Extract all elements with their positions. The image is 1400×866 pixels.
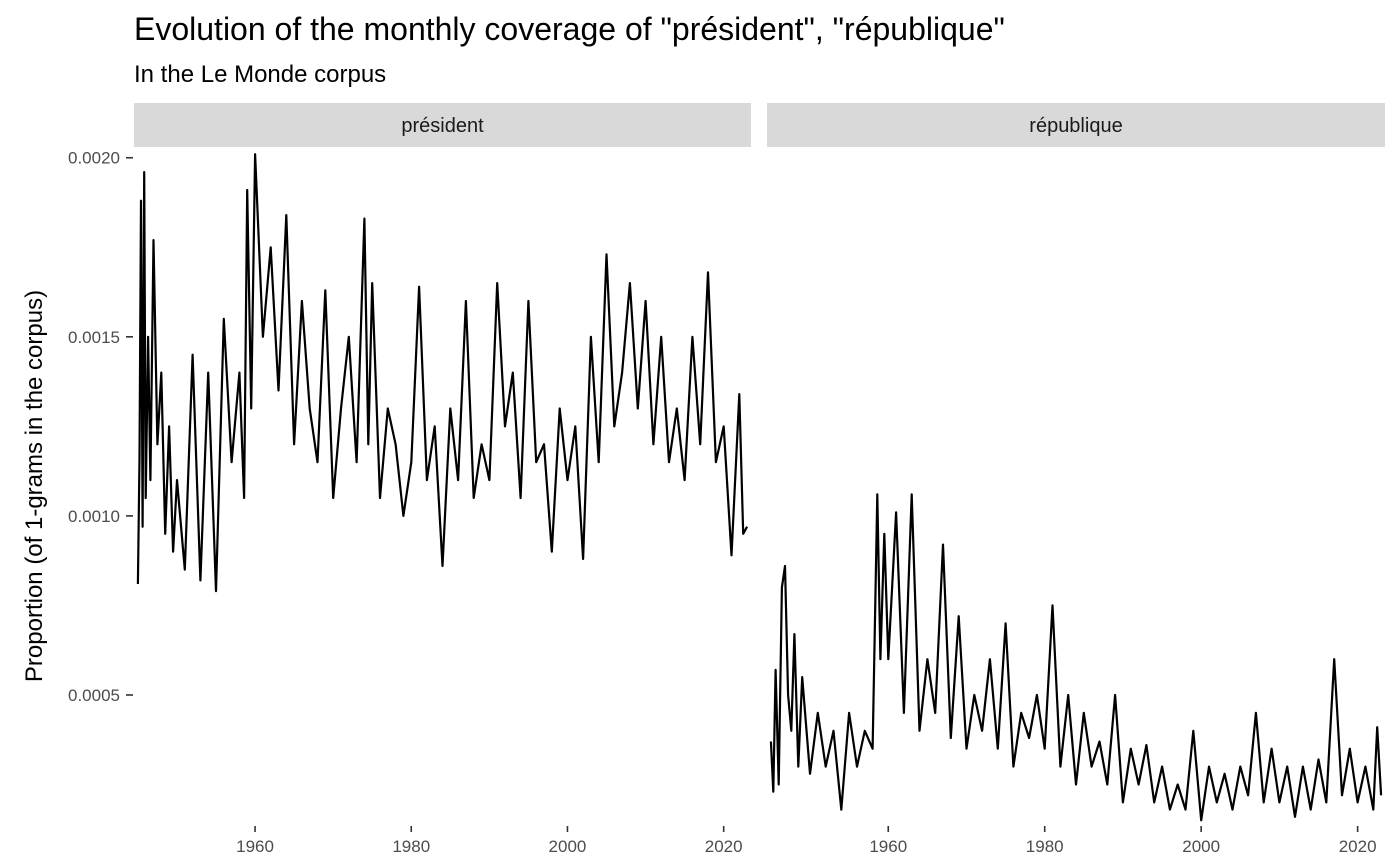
x-tick-label: 1980 [392, 837, 430, 856]
series-line [769, 493, 1383, 822]
y-tick-label: 0.0010 [68, 507, 120, 526]
chart-subtitle: In the Le Monde corpus [134, 61, 386, 88]
y-tick-label: 0.0020 [68, 149, 120, 168]
facet-president: président 1960 1980 2000 2020 [134, 103, 751, 856]
facet-strip-president [134, 103, 751, 147]
x-tick-label: 2020 [705, 837, 743, 856]
y-axis-ticks: 0.0005 0.0010 0.0015 0.0020 [68, 149, 133, 705]
x-tick-label: 2000 [549, 837, 587, 856]
x-axis-ticks-republique: 1960 1980 2000 2020 [869, 826, 1377, 856]
x-tick-label: 1980 [1026, 837, 1064, 856]
facet-republique: république 1960 1980 2000 2020 [767, 103, 1385, 856]
y-axis: Proportion (of 1-grams in the corpus) 0.… [21, 149, 133, 705]
facet-label-president: président [401, 115, 484, 137]
series-president [136, 153, 749, 593]
x-tick-label: 2020 [1339, 837, 1377, 856]
x-tick-label: 1960 [236, 837, 274, 856]
y-tick-label: 0.0015 [68, 328, 120, 347]
y-axis-title: Proportion (of 1-grams in the corpus) [21, 290, 48, 682]
facet-strip-republique [767, 103, 1385, 147]
series-republique [769, 493, 1383, 822]
y-tick-label: 0.0005 [68, 686, 120, 705]
x-tick-label: 2000 [1182, 837, 1220, 856]
facet-label-republique: république [1029, 115, 1122, 137]
series-line [136, 153, 749, 593]
x-axis-ticks-president: 1960 1980 2000 2020 [236, 826, 743, 856]
chart-title: Evolution of the monthly coverage of "pr… [134, 11, 1005, 47]
x-tick-label: 1960 [869, 837, 907, 856]
